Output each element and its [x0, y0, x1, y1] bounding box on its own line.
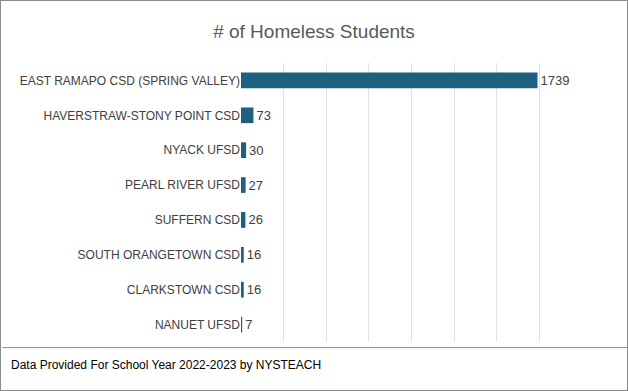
svg-text:Data Provided For School Year: Data Provided For School Year 2022-2023 … [11, 358, 321, 372]
svg-text:NANUET UFSD: NANUET UFSD [155, 318, 240, 332]
svg-text:73: 73 [256, 108, 270, 123]
svg-text:26: 26 [248, 212, 262, 227]
svg-text:EAST RAMAPO CSD (SPRING VALLEY: EAST RAMAPO CSD (SPRING VALLEY) [20, 74, 240, 88]
svg-text:CLARKSTOWN CSD: CLARKSTOWN CSD [127, 283, 240, 297]
svg-text:7: 7 [245, 317, 252, 332]
svg-text:16: 16 [247, 247, 261, 262]
svg-text:NYACK UFSD: NYACK UFSD [164, 143, 241, 157]
svg-text:# of Homeless Students: # of Homeless Students [213, 21, 415, 42]
svg-text:16: 16 [247, 282, 261, 297]
svg-text:SUFFERN CSD: SUFFERN CSD [155, 213, 241, 227]
svg-text:30: 30 [249, 143, 263, 158]
svg-text:HAVERSTRAW-STONY POINT CSD: HAVERSTRAW-STONY POINT CSD [44, 109, 241, 123]
svg-text:PEARL RIVER UFSD: PEARL RIVER UFSD [125, 178, 240, 192]
svg-text:SOUTH ORANGETOWN CSD: SOUTH ORANGETOWN CSD [78, 248, 241, 262]
svg-text:27: 27 [249, 178, 263, 193]
svg-text:1739: 1739 [541, 73, 570, 88]
